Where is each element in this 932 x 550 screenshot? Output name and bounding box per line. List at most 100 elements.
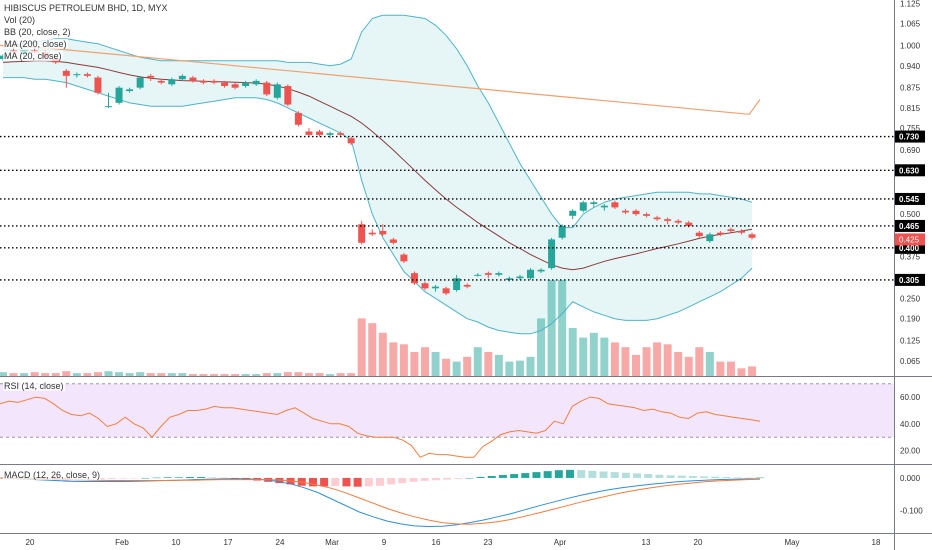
- candle[interactable]: [389, 239, 397, 243]
- candle[interactable]: [221, 82, 229, 86]
- candle[interactable]: [442, 288, 450, 294]
- candle[interactable]: [632, 210, 640, 215]
- rsi-line: [0, 396, 761, 458]
- candle[interactable]: [168, 79, 176, 85]
- candle[interactable]: [643, 214, 651, 216]
- candle[interactable]: [62, 70, 70, 76]
- ma20-indicator-label[interactable]: MA (20, close): [3, 51, 63, 61]
- candle[interactable]: [305, 131, 313, 135]
- candle[interactable]: [527, 269, 534, 279]
- volume-bar: [125, 373, 134, 376]
- candle[interactable]: [189, 77, 197, 81]
- candle[interactable]: [621, 210, 629, 213]
- candle[interactable]: [210, 80, 218, 83]
- rsi-indicator-label[interactable]: RSI (14, close): [3, 381, 65, 391]
- candle[interactable]: [400, 254, 408, 262]
- candle[interactable]: [664, 219, 672, 221]
- candle[interactable]: [463, 284, 471, 287]
- candle[interactable]: [558, 225, 566, 238]
- candle[interactable]: [590, 202, 598, 205]
- price-axis-tick: 0.125: [900, 337, 921, 346]
- time-axis-tick: 24: [276, 538, 285, 547]
- price-axis-tick: 1.125: [900, 0, 921, 8]
- candle[interactable]: [674, 220, 682, 223]
- candle[interactable]: [199, 80, 207, 83]
- macd-indicator-label[interactable]: MACD (12, 26, close, 9): [3, 470, 102, 480]
- candle[interactable]: [748, 234, 756, 238]
- macd-histogram-bar: [677, 475, 686, 478]
- macd-histogram-bar: [197, 476, 206, 478]
- macd-histogram-bar: [644, 474, 653, 478]
- macd-histogram-bar: [610, 472, 619, 478]
- candle[interactable]: [738, 230, 745, 233]
- candle[interactable]: [653, 217, 661, 220]
- candle[interactable]: [410, 273, 418, 284]
- macd-histogram-bar: [398, 477, 407, 484]
- candle[interactable]: [548, 239, 556, 269]
- candle[interactable]: [136, 77, 144, 88]
- volume-bar: [537, 318, 546, 376]
- time-axis-tick: 9: [382, 538, 387, 547]
- candle[interactable]: [600, 205, 608, 208]
- volume-bar: [72, 373, 81, 376]
- volume-bar: [642, 347, 651, 376]
- volume-bar: [579, 337, 588, 376]
- candle[interactable]: [368, 232, 376, 235]
- candle[interactable]: [474, 274, 482, 276]
- bb-indicator-label[interactable]: BB (20, close, 2): [3, 27, 72, 37]
- candle[interactable]: [569, 210, 577, 216]
- candle[interactable]: [516, 276, 524, 279]
- candle[interactable]: [242, 82, 250, 86]
- candle[interactable]: [505, 278, 513, 280]
- candle[interactable]: [432, 286, 440, 289]
- candle[interactable]: [347, 138, 355, 144]
- level-price-label: 0.305: [899, 276, 920, 285]
- candle[interactable]: [178, 75, 186, 80]
- candle[interactable]: [115, 87, 123, 103]
- candle[interactable]: [685, 222, 693, 226]
- candle[interactable]: [284, 85, 292, 105]
- candle[interactable]: [73, 74, 81, 76]
- ma200-indicator-label[interactable]: MA (200, close): [3, 39, 68, 49]
- price-axis-tick: 0.250: [900, 294, 921, 303]
- candle[interactable]: [337, 133, 345, 135]
- candle[interactable]: [326, 133, 334, 135]
- candle[interactable]: [695, 232, 703, 237]
- macd-histogram-bar: [688, 476, 697, 478]
- candle[interactable]: [263, 82, 271, 95]
- candle[interactable]: [537, 269, 545, 272]
- candle[interactable]: [453, 278, 461, 291]
- symbol-title[interactable]: HIBISCUS PETROLEUM BHD, 1D, MYX: [3, 3, 169, 13]
- candle[interactable]: [484, 273, 492, 275]
- macd-histogram-bar: [208, 477, 217, 478]
- candle[interactable]: [358, 224, 366, 243]
- macd-histogram-bar: [353, 477, 362, 487]
- candle[interactable]: [706, 234, 714, 242]
- candle[interactable]: [252, 80, 260, 85]
- candle[interactable]: [273, 84, 281, 98]
- volume-bar: [484, 352, 493, 376]
- candle[interactable]: [716, 232, 724, 235]
- candle[interactable]: [94, 77, 102, 93]
- candle[interactable]: [126, 89, 134, 92]
- candle[interactable]: [495, 273, 503, 275]
- time-axis-tick: 10: [172, 538, 181, 547]
- candle[interactable]: [294, 112, 302, 125]
- candle[interactable]: [316, 131, 323, 135]
- volume-bar: [283, 372, 292, 376]
- candle[interactable]: [579, 202, 587, 211]
- candle[interactable]: [231, 84, 239, 88]
- candle[interactable]: [83, 74, 91, 76]
- candle[interactable]: [379, 230, 387, 235]
- candle[interactable]: [727, 229, 735, 231]
- macd-histogram-bar: [320, 477, 329, 487]
- candle[interactable]: [147, 75, 155, 78]
- last-price-label: 0.425: [899, 235, 920, 244]
- vol-indicator-label[interactable]: Vol (20): [3, 15, 37, 25]
- candle[interactable]: [105, 106, 112, 108]
- candle[interactable]: [611, 202, 619, 208]
- candle[interactable]: [421, 283, 429, 289]
- volume-bar: [452, 361, 461, 376]
- candle[interactable]: [157, 80, 165, 83]
